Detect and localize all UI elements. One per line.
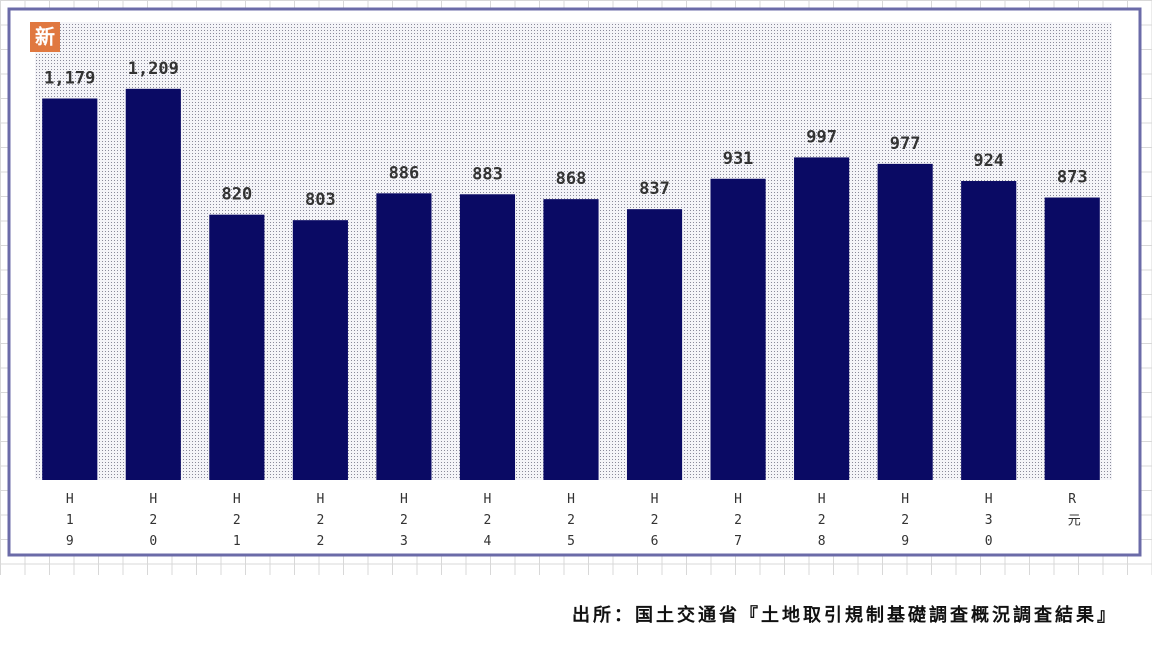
bar (1044, 197, 1100, 480)
bar (543, 199, 599, 480)
x-tick-label: H23 (396, 492, 411, 555)
value-label: 1,209 (128, 59, 179, 79)
x-tick-label: H20 (146, 492, 161, 555)
x-tick-label: H22 (313, 492, 328, 555)
x-tick-label: H28 (814, 492, 829, 555)
bar (877, 163, 933, 480)
bar (961, 181, 1017, 480)
value-label: 873 (1057, 168, 1088, 188)
value-label: 837 (639, 179, 670, 199)
bar (42, 98, 98, 481)
value-label: 886 (389, 163, 420, 183)
bar (626, 209, 683, 480)
value-label: 820 (221, 185, 252, 205)
x-tick-label: H19 (62, 492, 77, 555)
x-tick-label: H30 (981, 492, 996, 555)
footer-bg (0, 575, 1152, 648)
value-label: 931 (723, 149, 754, 169)
x-tick-label: H25 (564, 492, 579, 555)
bar (710, 178, 766, 480)
bar (459, 194, 516, 480)
value-label: 924 (973, 151, 1004, 171)
bar (209, 214, 265, 480)
x-tick-label: H26 (647, 492, 662, 555)
value-label: 803 (305, 190, 336, 210)
bar (125, 88, 181, 481)
source: 出所：国土交通省『土地取引規制基礎調査概況調査結果』 (572, 604, 1118, 626)
value-label: 997 (806, 127, 837, 147)
x-tick-label: H29 (898, 492, 913, 555)
value-label: 1,179 (44, 69, 95, 89)
x-tick-label: H24 (480, 492, 495, 555)
bar (794, 157, 850, 480)
bar (376, 193, 432, 480)
x-tick-label: H27 (731, 492, 746, 555)
x-tick-label: H21 (229, 492, 244, 555)
badge: 新 (35, 25, 55, 49)
value-label: 868 (556, 169, 587, 189)
value-label: 883 (472, 164, 503, 184)
badge-box (30, 22, 60, 52)
x-tick-label: R元 (1065, 492, 1081, 532)
value-label: 977 (890, 134, 921, 154)
bar (292, 220, 348, 480)
